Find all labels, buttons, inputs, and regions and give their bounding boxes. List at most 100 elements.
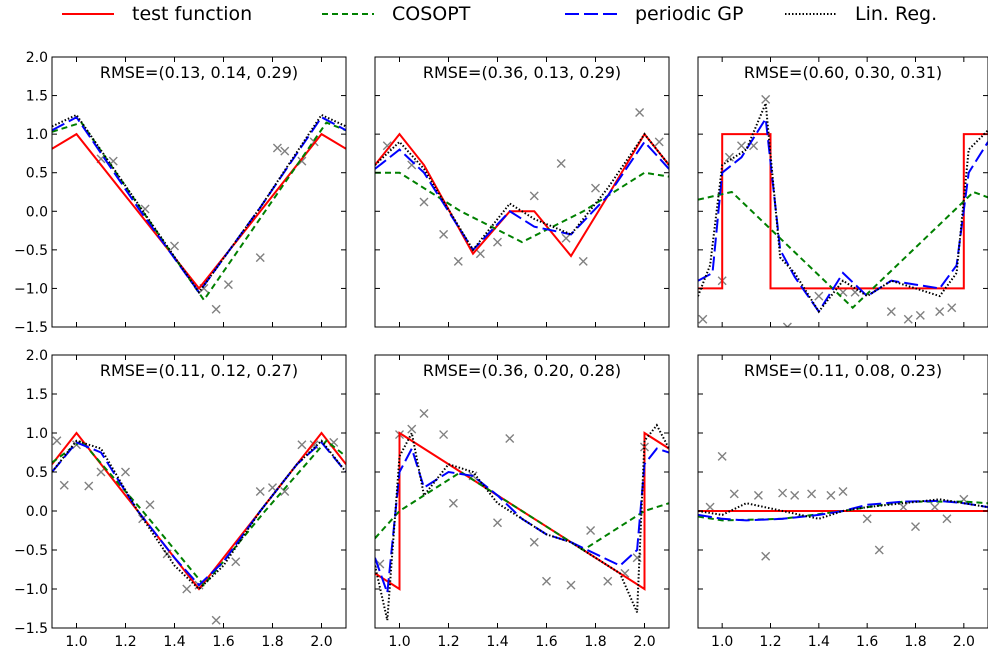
- x-tick-label: 1.8: [904, 634, 926, 649]
- panel-title: RMSE=(0.13, 0.14, 0.29): [100, 63, 298, 82]
- cosopt-line: [52, 439, 346, 587]
- chart-panel: RMSE=(0.36, 0.20, 0.28) 1.0 1.2 1.4 1.6 1.8 2.…: [374, 354, 670, 649]
- observation-point: [935, 307, 945, 317]
- x-tick-label: 1.6: [212, 634, 234, 649]
- observation-point: [255, 487, 265, 496]
- observation-point: [407, 424, 417, 434]
- y-tick-label: 1.0: [26, 426, 48, 442]
- x-tick-label: 1.2: [114, 634, 136, 649]
- y-tick-label: 0.5: [26, 465, 48, 481]
- chart-panel: RMSE=(0.13, 0.14, 0.29) 2.0 1.5 1.0 0.5 0.0 −0…: [14, 50, 347, 336]
- y-tick-label: −1.0: [14, 582, 48, 598]
- observation-point: [280, 146, 290, 156]
- panel-title: RMSE=(0.36, 0.20, 0.28): [423, 361, 621, 380]
- observation-point: [297, 440, 307, 450]
- x-tick-label: 1.2: [437, 634, 459, 649]
- observation-point: [862, 514, 872, 524]
- observation-point: [453, 256, 463, 266]
- axes-frame: [374, 56, 670, 328]
- chart-panel: RMSE=(0.60, 0.30, 0.31): [697, 56, 988, 328]
- plot-area: [52, 431, 346, 625]
- observation-point: [59, 480, 69, 490]
- observation-point: [807, 489, 817, 499]
- lin-reg-line: [375, 132, 669, 252]
- observation-point: [448, 498, 458, 508]
- test-function-line: [52, 431, 346, 591]
- observation-point: [790, 490, 800, 500]
- observation-point: [145, 500, 155, 510]
- y-tick-label: −1.5: [14, 320, 48, 336]
- observation-point: [96, 467, 106, 477]
- observation-point: [578, 256, 588, 266]
- observation-point: [297, 156, 307, 166]
- y-tick-label: 1.5: [26, 89, 48, 105]
- x-tick-label: 1.0: [711, 634, 733, 649]
- legend: test function COSOPT periodic GP Lin. Reg.: [62, 3, 937, 25]
- cosopt-line: [52, 121, 346, 302]
- observation-point: [170, 241, 179, 251]
- observation-point: [52, 436, 62, 446]
- observation-point: [654, 137, 664, 147]
- x-tick-label: 2.0: [633, 634, 655, 649]
- observation-point: [635, 108, 645, 118]
- observation-point: [493, 237, 502, 247]
- panels: RMSE=(0.13, 0.14, 0.29) 2.0 1.5 1.0 0.5 0.0 −0…: [14, 50, 988, 649]
- observation-point: [505, 433, 515, 443]
- observation-point: [542, 576, 551, 586]
- test-function-line: [698, 133, 988, 290]
- x-tick-label: 1.8: [261, 634, 283, 649]
- observation-point: [493, 518, 502, 528]
- periodic-gp-line: [375, 446, 669, 594]
- observation-point: [268, 483, 277, 493]
- axes-frame: [697, 354, 988, 629]
- periodic-gp-line: [52, 440, 346, 587]
- x-tick-label: 1.2: [759, 634, 781, 649]
- observation-point: [586, 526, 596, 535]
- lin-reg-line: [698, 498, 988, 520]
- observation-point: [903, 314, 913, 324]
- plot-area: [52, 113, 346, 314]
- y-tick-label: 1.0: [26, 127, 48, 143]
- observation-point: [566, 580, 576, 590]
- axes-frame: [51, 56, 347, 328]
- observation-point: [382, 141, 392, 151]
- panel-title: RMSE=(0.36, 0.13, 0.29): [423, 63, 621, 82]
- observation-point: [761, 94, 771, 104]
- observation-point: [826, 490, 836, 500]
- observation-point: [182, 584, 192, 594]
- y-tick-label: 1.5: [26, 387, 48, 403]
- x-tick-label: 1.6: [535, 634, 557, 649]
- observation-point: [280, 487, 290, 496]
- x-tick-label: 2.0: [310, 634, 332, 649]
- observation-point: [419, 409, 429, 418]
- y-tick-label: 2.0: [26, 50, 48, 66]
- legend-label: COSOPT: [392, 3, 471, 25]
- observation-point: [717, 451, 727, 461]
- observation-point: [947, 303, 957, 313]
- observation-point: [439, 229, 449, 239]
- lin-reg-line: [698, 102, 988, 314]
- y-tick-label: −0.5: [14, 543, 48, 559]
- observation-point: [705, 502, 715, 512]
- plot-area: [698, 451, 988, 561]
- legend-label: periodic GP: [635, 3, 743, 25]
- observation-point: [121, 467, 130, 477]
- observation-point: [255, 253, 265, 263]
- observation-point: [761, 551, 771, 561]
- observation-point: [556, 158, 566, 168]
- observation-point: [419, 197, 429, 207]
- plot-area: [375, 409, 669, 621]
- observation-point: [886, 307, 896, 317]
- cosopt-line: [698, 190, 988, 310]
- x-tick-label: 1.4: [808, 634, 830, 649]
- panel-title: RMSE=(0.60, 0.30, 0.31): [744, 63, 942, 82]
- y-tick-label: −0.5: [14, 243, 48, 259]
- lin-reg-line: [52, 113, 346, 295]
- observation-point: [475, 249, 485, 259]
- observation-point: [272, 143, 282, 153]
- panel-title: RMSE=(0.11, 0.08, 0.23): [744, 361, 942, 380]
- observation-point: [724, 152, 734, 162]
- legend-label: Lin. Reg.: [855, 3, 937, 25]
- observation-point: [529, 537, 539, 547]
